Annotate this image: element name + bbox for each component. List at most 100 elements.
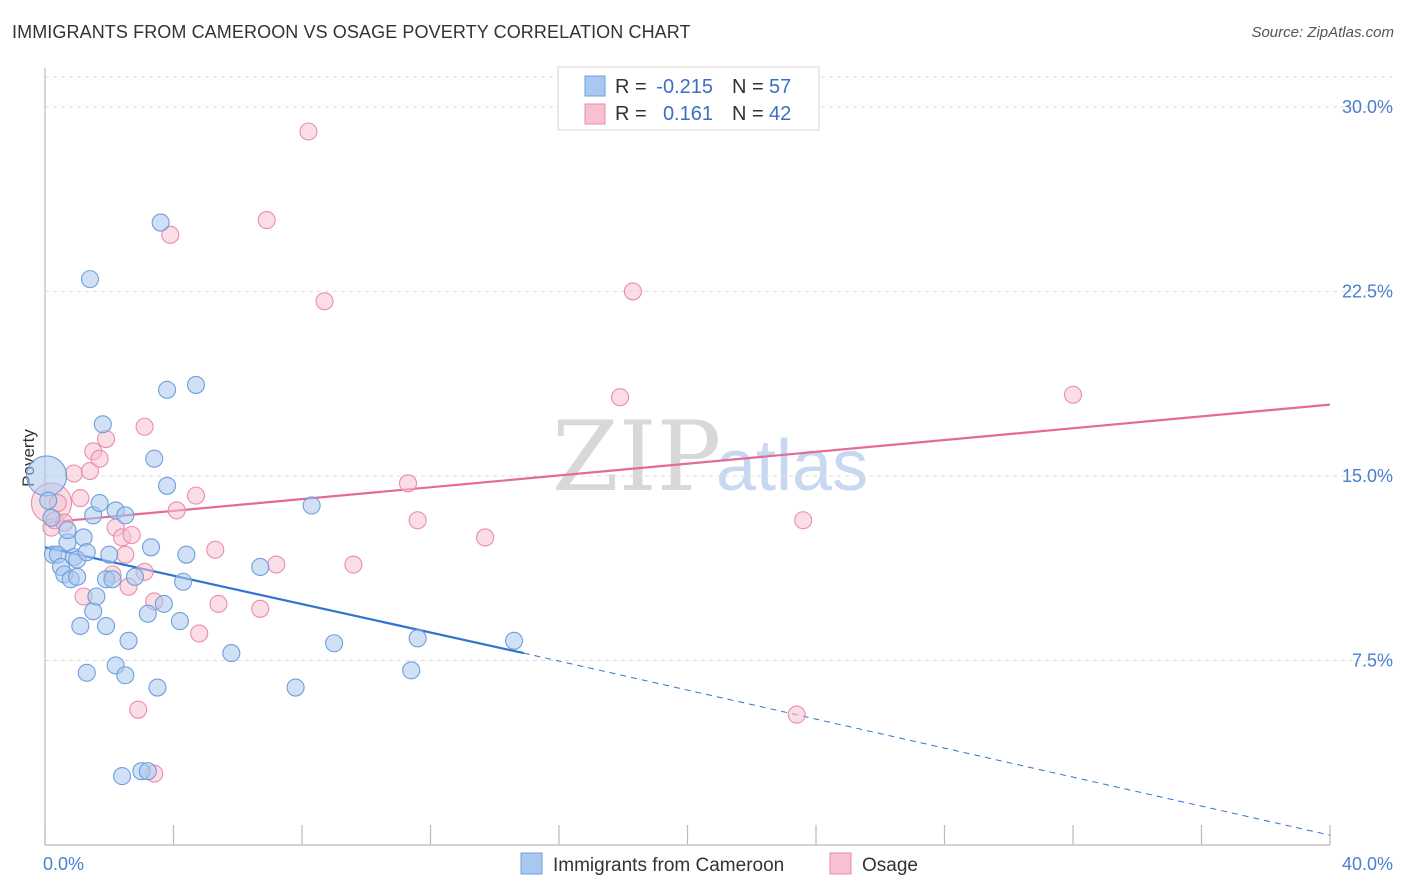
bottom-legend-swatch-osage bbox=[829, 852, 852, 875]
y-tick-label-3: 30.0% bbox=[1342, 97, 1393, 117]
x-tick-label-1: 40.0% bbox=[1342, 854, 1393, 874]
point-cameroon-22 bbox=[93, 415, 112, 434]
trend-line-cameroon-extrapolated bbox=[523, 652, 1331, 836]
point-cameroon-45 bbox=[174, 572, 193, 591]
point-cameroon-38 bbox=[145, 449, 164, 468]
point-cameroon-36 bbox=[138, 604, 157, 623]
point-cameroon-50 bbox=[286, 678, 305, 697]
y-tick-label-0: 7.5% bbox=[1352, 650, 1393, 670]
point-osage-8 bbox=[80, 461, 100, 481]
legend-r-value-cameroon: -0.215 bbox=[656, 76, 713, 98]
legend-n-label-osage: N = bbox=[732, 103, 764, 125]
legend-n-label-cameroon: N = bbox=[732, 76, 764, 98]
point-cameroon-26 bbox=[103, 570, 122, 589]
point-cameroon-47 bbox=[186, 375, 206, 394]
point-cameroon-2 bbox=[42, 508, 61, 527]
point-cameroon-19 bbox=[84, 602, 103, 621]
tick-labels: 7.5% 15.0% 22.5% 30.0% 0.0% 40.0% bbox=[43, 97, 1393, 874]
point-osage-25 bbox=[186, 486, 206, 505]
point-cameroon-24 bbox=[96, 616, 116, 636]
point-osage-11 bbox=[96, 429, 116, 449]
point-cameroon-16 bbox=[77, 663, 96, 682]
point-osage-40 bbox=[787, 705, 806, 724]
trend-lines bbox=[44, 403, 1331, 836]
point-cameroon-30 bbox=[119, 631, 138, 650]
point-cameroon-15 bbox=[77, 543, 96, 562]
watermark-atlas: atlas bbox=[716, 426, 868, 506]
point-osage-35 bbox=[398, 474, 418, 493]
point-osage-29 bbox=[251, 599, 270, 618]
point-osage-27 bbox=[206, 540, 225, 559]
point-cameroon-53 bbox=[402, 661, 421, 680]
point-osage-20 bbox=[135, 417, 154, 436]
point-cameroon-29 bbox=[116, 506, 135, 525]
point-cameroon-8 bbox=[58, 521, 77, 540]
legend-swatch-osage bbox=[584, 103, 606, 125]
point-cameroon-32 bbox=[113, 767, 132, 786]
point-cameroon-37 bbox=[141, 538, 161, 557]
bottom-legend-label-osage: Osage bbox=[862, 855, 918, 876]
point-cameroon-0 bbox=[26, 455, 68, 497]
trend-line-cameroon bbox=[44, 546, 524, 655]
gridlines bbox=[45, 76, 1392, 661]
point-osage-10 bbox=[90, 449, 109, 468]
bottom-legend-swatch-cameroon bbox=[520, 852, 543, 875]
point-osage-15 bbox=[116, 545, 135, 564]
point-cameroon-21 bbox=[90, 493, 109, 513]
point-cameroon-42 bbox=[158, 476, 177, 495]
point-osage-26 bbox=[190, 624, 209, 643]
point-osage-34 bbox=[344, 555, 363, 574]
legend-r-label-cameroon: R = bbox=[615, 76, 647, 98]
point-cameroon-14 bbox=[74, 528, 93, 547]
bottom-legend-label-cameroon: Immigrants from Cameroon bbox=[553, 855, 784, 876]
point-cameroon-55 bbox=[504, 631, 524, 650]
point-cameroon-35 bbox=[138, 762, 157, 781]
point-osage-42 bbox=[1063, 385, 1083, 404]
source-credit: Source: ZipAtlas.com bbox=[1251, 24, 1394, 41]
point-cameroon-46 bbox=[177, 545, 196, 564]
bottom-legend: Immigrants from Cameroon Osage bbox=[520, 852, 918, 876]
point-cameroon-39 bbox=[148, 678, 167, 697]
point-cameroon-1 bbox=[39, 491, 58, 510]
point-osage-6 bbox=[71, 489, 90, 508]
point-osage-33 bbox=[315, 292, 334, 311]
trend-line-osage bbox=[44, 403, 1331, 524]
point-osage-36 bbox=[408, 511, 427, 530]
watermark-zip: ZIP bbox=[552, 401, 721, 513]
point-osage-17 bbox=[122, 525, 141, 545]
point-cameroon-40 bbox=[151, 213, 170, 232]
legend-r-label-osage: R = bbox=[615, 103, 647, 125]
point-osage-30 bbox=[257, 211, 276, 230]
point-cameroon-33 bbox=[125, 567, 144, 586]
point-cameroon-31 bbox=[116, 666, 135, 685]
point-cameroon-20 bbox=[87, 587, 106, 606]
legend-n-value-cameroon: 57 bbox=[769, 76, 791, 98]
legend-swatch-cameroon bbox=[584, 75, 606, 97]
point-cameroon-13 bbox=[71, 616, 90, 636]
point-osage-38 bbox=[610, 388, 630, 407]
point-osage-5 bbox=[64, 464, 83, 483]
point-osage-32 bbox=[299, 122, 318, 141]
point-osage-41 bbox=[794, 511, 813, 530]
point-cameroon-25 bbox=[100, 545, 119, 564]
legend-n-value-osage: 42 bbox=[769, 103, 791, 125]
point-cameroon-41 bbox=[154, 594, 173, 613]
x-tick-label-0: 0.0% bbox=[43, 854, 84, 874]
data-points bbox=[26, 122, 1083, 786]
point-cameroon-44 bbox=[170, 612, 189, 631]
point-cameroon-51 bbox=[302, 496, 321, 515]
point-osage-24 bbox=[167, 501, 186, 520]
point-osage-28 bbox=[209, 594, 228, 613]
point-osage-31 bbox=[267, 555, 286, 574]
watermark: ZIP atlas bbox=[552, 401, 868, 513]
point-cameroon-49 bbox=[251, 557, 270, 577]
point-cameroon-54 bbox=[408, 629, 427, 648]
y-tick-label-1: 15.0% bbox=[1342, 466, 1393, 486]
point-osage-37 bbox=[476, 528, 495, 547]
point-osage-23 bbox=[161, 225, 180, 244]
point-cameroon-17 bbox=[80, 270, 100, 289]
point-osage-18 bbox=[129, 700, 148, 719]
legend-r-value-osage: 0.161 bbox=[663, 103, 713, 125]
point-cameroon-52 bbox=[325, 634, 344, 653]
